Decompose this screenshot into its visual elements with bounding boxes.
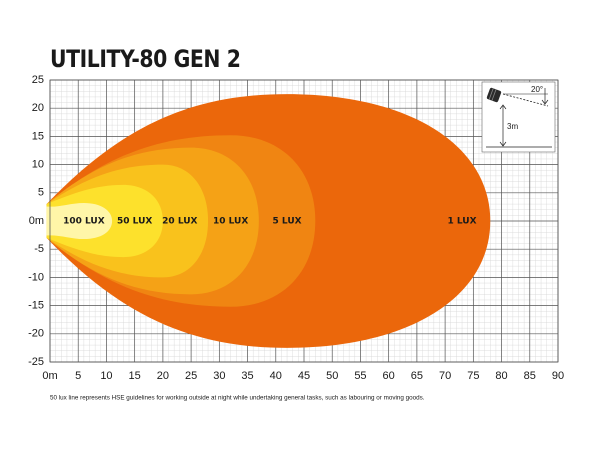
x-tick-label: 70 [439,370,451,382]
height-arrow [499,104,507,147]
y-tick-label: -25 [28,356,44,368]
x-tick-label: 55 [354,370,366,382]
lux-label: 1 LUX [448,217,477,227]
y-tick-label: 5 [38,187,44,199]
lux-label: 5 LUX [273,217,302,227]
x-tick-label: 20 [157,370,169,382]
x-tick-label: 30 [213,370,225,382]
y-tick-label: 25 [32,74,44,86]
x-tick-label: 40 [270,370,282,382]
footnote: 50 lux line represents HSE guidelines fo… [50,395,425,402]
x-tick-label: 90 [552,370,564,382]
y-tick-label: 15 [32,130,44,142]
lux-contour [46,202,113,240]
lux-label: 100 LUX [63,217,105,227]
x-tick-label: 5 [75,370,81,382]
lamp-icon [486,87,502,103]
x-tick-label: 50 [326,370,338,382]
height-label: 3m [507,122,518,131]
x-tick-label: 85 [524,370,536,382]
beam-line [502,93,549,107]
angle-arrow [541,88,549,105]
y-tick-label: 0m [29,215,44,227]
y-tick-label: -15 [28,300,44,312]
chart-title: UTILITY-80 GEN 2 [50,45,240,73]
y-tick-label: 10 [32,159,44,171]
plot-border [49,79,559,363]
lux-label: 20 LUX [162,217,197,227]
y-tick-label: 20 [32,102,44,114]
x-tick-label: 25 [185,370,197,382]
x-tick-label: 65 [411,370,423,382]
inset: 20° 3m [481,81,556,153]
lux-label: 10 LUX [213,217,248,227]
x-tick-label: 75 [467,370,479,382]
x-tick-label: 0m [42,370,57,382]
x-tick-label: 60 [383,370,395,382]
y-tick-label: -20 [28,328,44,340]
x-tick-label: 45 [298,370,310,382]
angle-label: 20° [531,85,543,94]
x-tick-label: 35 [241,370,253,382]
lux-label: 50 LUX [117,217,152,227]
x-tick-label: 10 [100,370,112,382]
x-tick-label: 80 [495,370,507,382]
y-tick-label: -10 [28,271,44,283]
labels: 0m 5 10 15 20 25 30 35 40 45 50 55 60 65 70 75 80 85 90 25 2… [28,74,564,382]
contours [46,94,491,348]
y-tick-label: -5 [34,243,44,255]
x-tick-label: 15 [129,370,141,382]
